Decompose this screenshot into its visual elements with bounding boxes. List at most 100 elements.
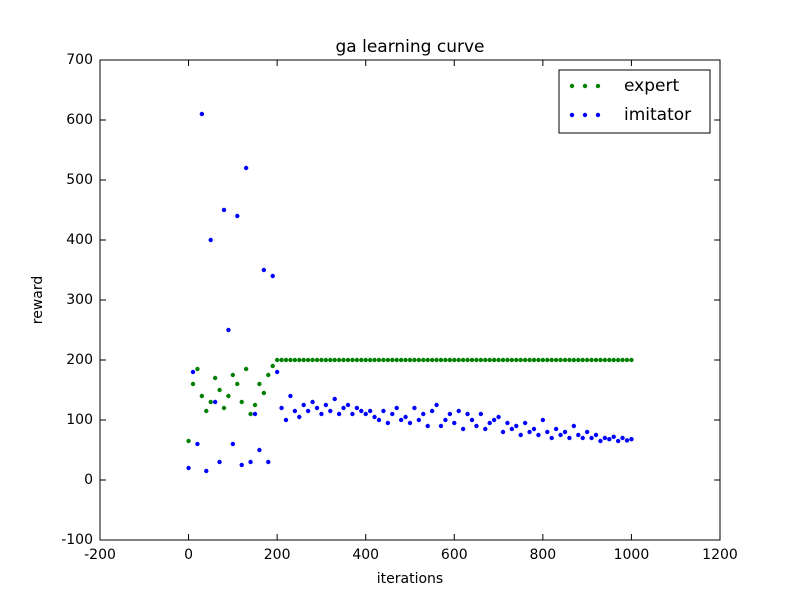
point (580, 357, 585, 363)
point (434, 357, 439, 363)
point (567, 435, 572, 441)
point (310, 399, 315, 405)
point (235, 381, 240, 387)
point (230, 372, 236, 378)
legend-box (558, 69, 711, 134)
point (522, 357, 528, 363)
point (359, 357, 364, 363)
plot-area (186, 111, 634, 474)
point (624, 438, 630, 443)
point (522, 420, 528, 426)
point (221, 207, 227, 213)
point (615, 357, 621, 363)
legend-label: expert (624, 76, 679, 96)
point (301, 357, 306, 363)
point (540, 417, 546, 423)
point (243, 165, 249, 171)
point (230, 441, 236, 447)
point (186, 465, 191, 471)
point (576, 357, 581, 363)
point (310, 357, 315, 363)
point (372, 357, 377, 363)
point (345, 402, 351, 408)
y-tick-label: 600 (66, 112, 93, 128)
point (261, 390, 267, 396)
legend-marker (582, 112, 588, 118)
point (518, 357, 523, 363)
point (208, 237, 213, 243)
point (336, 357, 342, 363)
point (500, 429, 506, 435)
point (607, 437, 612, 442)
point (403, 357, 408, 363)
point (460, 357, 466, 363)
point (505, 420, 510, 426)
legend-label: imitator (624, 105, 691, 125)
point (540, 357, 546, 363)
point (602, 357, 608, 363)
point (199, 393, 205, 399)
point (509, 357, 515, 363)
point (394, 357, 399, 363)
point (328, 408, 333, 414)
point (474, 357, 479, 363)
point (496, 414, 501, 420)
point (376, 357, 382, 363)
point (297, 357, 302, 363)
point (208, 399, 213, 405)
point (562, 357, 568, 363)
point (545, 357, 550, 363)
point (500, 357, 506, 363)
y-tick-label: -100 (61, 532, 93, 548)
point (204, 408, 209, 414)
point (354, 405, 360, 411)
point (469, 417, 475, 423)
point (257, 381, 262, 387)
y-tick-label: 700 (66, 52, 93, 68)
point (447, 357, 453, 363)
point (323, 402, 329, 408)
point (576, 432, 581, 438)
point (398, 357, 404, 363)
point (438, 423, 444, 429)
point (390, 411, 395, 417)
x-tick-label: 400 (352, 547, 379, 563)
point (549, 357, 554, 363)
x-tick-label: 1200 (702, 547, 738, 563)
point (336, 411, 342, 417)
y-axis-label: reward (30, 276, 46, 325)
point (381, 408, 386, 414)
point (456, 408, 461, 414)
point (367, 357, 373, 363)
point (345, 357, 351, 363)
point (226, 327, 231, 333)
point (328, 357, 333, 363)
point (323, 357, 329, 363)
point (314, 357, 320, 363)
point (562, 429, 568, 435)
point (536, 432, 541, 438)
point (283, 417, 289, 423)
point (425, 423, 430, 429)
point (195, 366, 200, 372)
y-tick-label: 100 (66, 412, 93, 428)
point (274, 369, 280, 375)
point (421, 357, 426, 363)
point (266, 459, 271, 465)
point (243, 366, 249, 372)
y-tick-label: 500 (66, 172, 93, 188)
point (394, 405, 399, 411)
point (447, 411, 453, 417)
y-tick-label: 300 (66, 292, 93, 308)
point (611, 434, 616, 439)
x-tick-label: 800 (529, 547, 556, 563)
point (514, 357, 519, 363)
point (598, 357, 603, 363)
point (212, 375, 218, 381)
point (372, 414, 377, 420)
point (558, 357, 563, 363)
point (456, 357, 461, 363)
point (252, 411, 258, 417)
point (288, 357, 293, 363)
